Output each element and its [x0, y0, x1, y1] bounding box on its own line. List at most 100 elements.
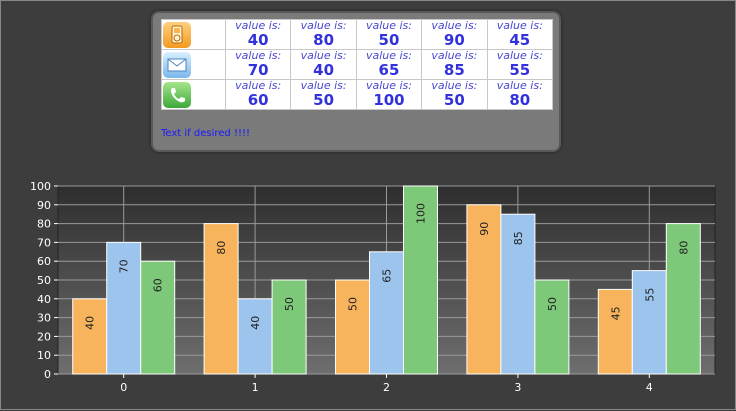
y-tick-label: 70 [37, 236, 51, 249]
cell-value: 40 [247, 31, 269, 49]
legend-panel: value is: 40 value is: 80 value is: 50 valu… [151, 11, 561, 152]
y-tick-label: 90 [37, 199, 51, 212]
bar [597, 288, 633, 375]
bar [140, 260, 176, 375]
bar-data-label: 45 [609, 306, 622, 320]
legend-cell: value is: 70 [224, 49, 292, 80]
y-tick-label: 80 [37, 218, 51, 231]
bar [271, 279, 307, 375]
bar [534, 279, 570, 375]
legend-cell: value is: 80 [486, 79, 554, 110]
bar-data-label: 40 [84, 316, 97, 330]
y-tick-label: 100 [30, 180, 51, 193]
bar [500, 213, 536, 375]
cell-label: value is: [300, 49, 347, 62]
bar [203, 223, 239, 375]
bar-data-label: 40 [249, 316, 262, 330]
bar-data-label: 60 [152, 278, 165, 292]
cell-label: value is: [300, 19, 347, 32]
cell-label: value is: [431, 19, 478, 32]
bar-data-label: 90 [478, 222, 491, 236]
cell-label: value is: [235, 19, 282, 32]
cell-label: value is: [300, 79, 347, 92]
legend-cell: value is: 85 [421, 49, 488, 80]
bar-data-label: 85 [512, 231, 525, 245]
cell-value: 80 [313, 31, 335, 49]
legend-cell: value is: 50 [355, 19, 423, 50]
legend-cell: value is: 40 [290, 49, 357, 80]
cell-label: value is: [365, 79, 412, 92]
cell-label: value is: [431, 79, 478, 92]
legend-cell: value is: 65 [355, 49, 423, 80]
phone-icon [163, 81, 191, 108]
legend-cell: value is: 40 [224, 19, 292, 50]
bar-data-label: 50 [347, 297, 360, 311]
legend-row: value is: 70 value is: 40 value is: 65 valu… [161, 49, 554, 80]
cell-value: 55 [509, 61, 531, 79]
cell-label: value is: [431, 49, 478, 62]
cell-value: 45 [509, 31, 531, 49]
x-tick-label: 0 [120, 381, 127, 394]
legend-caption: Text if desired !!!! [161, 128, 250, 139]
cell-label: value is: [496, 79, 543, 92]
cell-label: value is: [235, 79, 282, 92]
legend-cell: value is: 55 [486, 49, 554, 80]
bar [369, 251, 404, 375]
y-tick-label: 60 [37, 255, 51, 268]
legend-cell: value is: 50 [290, 79, 357, 110]
y-tick-label: 10 [37, 349, 51, 362]
cell-label: value is: [235, 49, 282, 62]
cell-value: 80 [509, 91, 531, 109]
mail-icon [163, 51, 191, 78]
y-tick-label: 50 [37, 274, 51, 287]
bar-data-label: 50 [283, 297, 296, 311]
bar-data-label: 50 [546, 297, 559, 311]
cell-value: 50 [313, 91, 335, 109]
y-tick-label: 40 [37, 293, 51, 306]
x-tick-label: 2 [383, 381, 390, 394]
cell-value: 50 [443, 91, 465, 109]
x-tick-label: 1 [252, 381, 259, 394]
bar [466, 204, 502, 375]
cell-value: 100 [373, 91, 405, 109]
cell-value: 85 [443, 61, 465, 79]
bar-data-label: 70 [118, 259, 131, 273]
cell-value: 60 [247, 91, 269, 109]
legend-cell: value is: 90 [421, 19, 488, 50]
bar [403, 185, 438, 375]
legend-cell: value is: 50 [421, 79, 488, 110]
legend-icon-cell [161, 19, 226, 50]
cell-value: 70 [247, 61, 269, 79]
bar-data-label: 100 [415, 203, 428, 224]
cell-label: value is: [365, 49, 412, 62]
bar [237, 298, 273, 375]
bar-data-label: 65 [381, 269, 394, 283]
x-tick-label: 4 [646, 381, 653, 394]
bar [335, 279, 370, 375]
legend-icon-cell [161, 79, 226, 110]
cell-value: 50 [378, 31, 400, 49]
cell-value: 90 [443, 31, 465, 49]
cell-value: 65 [378, 61, 400, 79]
y-tick-label: 20 [37, 330, 51, 343]
cell-label: value is: [365, 19, 412, 32]
bar [631, 270, 667, 375]
cell-label: value is: [496, 49, 543, 62]
bar-data-label: 55 [643, 288, 656, 302]
legend-cell: value is: 100 [355, 79, 423, 110]
bar-data-label: 80 [677, 241, 690, 255]
legend-row: value is: 60 value is: 50 value is: 100 val… [161, 79, 554, 110]
y-tick-label: 30 [37, 312, 51, 325]
legend-icon-cell [161, 49, 226, 80]
x-tick-label: 3 [514, 381, 521, 394]
bar [72, 298, 108, 375]
legend-cell: value is: 80 [290, 19, 357, 50]
legend-table: value is: 40 value is: 80 value is: 50 valu… [161, 19, 554, 110]
legend-cell: value is: 60 [224, 79, 292, 110]
legend-row: value is: 40 value is: 80 value is: 50 valu… [161, 19, 554, 50]
cell-label: value is: [496, 19, 543, 32]
cell-value: 40 [313, 61, 335, 79]
ipod-icon [163, 21, 191, 48]
